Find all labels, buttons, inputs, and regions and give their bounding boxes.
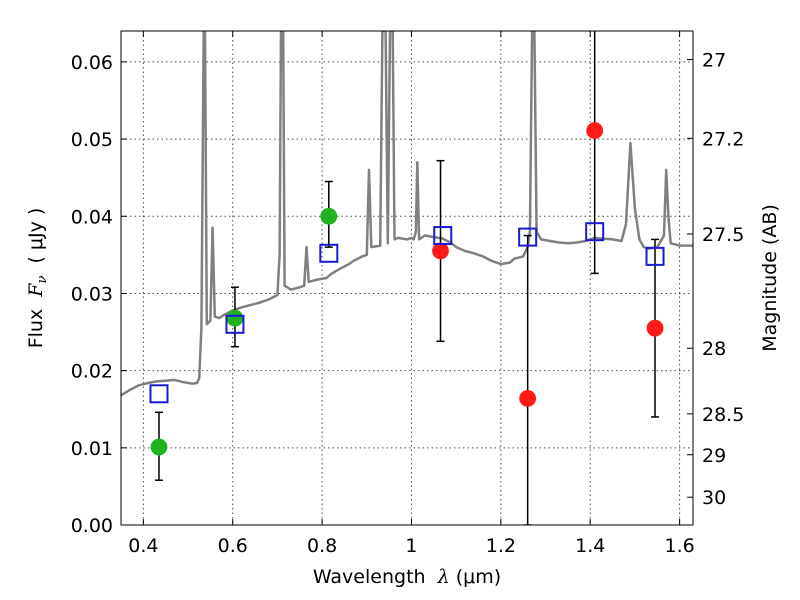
y-axis-title: Flux Fν ( μJy ) bbox=[25, 208, 50, 349]
spectrum-line bbox=[121, 31, 693, 397]
marginal-point bbox=[432, 242, 449, 260]
x-axis-title-suffix: (μm) bbox=[450, 566, 501, 588]
y-tick-label: 0.03 bbox=[71, 283, 113, 305]
detected-point bbox=[150, 438, 168, 456]
x-tick-label: 0.6 bbox=[218, 535, 248, 557]
x-tick-label: 1.6 bbox=[664, 535, 694, 557]
model-square bbox=[433, 226, 453, 246]
y-tick-label: 0.02 bbox=[71, 361, 113, 383]
y-axis: 0.00 0.01 0.02 0.03 0.04 0.05 0.06 bbox=[71, 52, 127, 537]
marginal-point bbox=[519, 390, 537, 407]
y-axis-title-suffix: ( μJy ) bbox=[25, 208, 47, 276]
spectrum-series bbox=[121, 31, 693, 397]
marginal-point bbox=[646, 319, 664, 337]
model-square bbox=[645, 246, 665, 266]
x-tick-label: 1.2 bbox=[486, 535, 516, 557]
y2-axis-title: Magnitude (AB) bbox=[759, 204, 781, 352]
y-tick-label: 0.06 bbox=[71, 52, 113, 74]
y2-tick-label: 29 bbox=[702, 445, 726, 467]
model-square bbox=[319, 243, 339, 263]
detected-point bbox=[320, 207, 338, 225]
y2-tick-label: 27.5 bbox=[702, 224, 744, 246]
y2-tick-label: 30 bbox=[702, 487, 726, 509]
x-axis-title-prefix: Wavelength bbox=[313, 566, 438, 588]
y2-axis: 27 27.2 27.5 28 28.5 29 30 bbox=[687, 50, 744, 509]
y-tick-label: 0.05 bbox=[71, 129, 113, 151]
model-square bbox=[585, 222, 605, 242]
y-tick-label: 0.01 bbox=[71, 438, 113, 460]
x-tick-label: 0.8 bbox=[307, 535, 337, 557]
plot-frame bbox=[120, 30, 694, 526]
model-square bbox=[518, 227, 538, 247]
errorbars bbox=[154, 31, 660, 525]
y2-tick-label: 27.2 bbox=[702, 128, 744, 150]
x-tick-label: 0.4 bbox=[128, 535, 158, 557]
y2-tick-label: 28.5 bbox=[702, 404, 744, 426]
model-square bbox=[225, 314, 245, 334]
x-axis-title: Wavelength λ (μm) bbox=[313, 566, 501, 588]
detected-point bbox=[226, 309, 244, 327]
model-square bbox=[149, 384, 169, 404]
y-tick-label: 0.04 bbox=[71, 206, 113, 228]
data-points bbox=[149, 122, 665, 456]
x-axis-title-symbol: λ bbox=[437, 566, 450, 588]
x-tick-label: 1 bbox=[405, 535, 417, 557]
x-tick-label: 1.4 bbox=[575, 535, 605, 557]
y2-tick-label: 28 bbox=[702, 338, 726, 360]
x-axis: 0.4 0.6 0.8 1 1.2 1.4 1.6 bbox=[128, 31, 695, 557]
y-axis-title-subscript: ν bbox=[35, 276, 50, 284]
y-axis-title-prefix: Flux bbox=[25, 297, 47, 349]
y-axis-title-symbol: F bbox=[25, 283, 47, 298]
marginal-point bbox=[586, 122, 604, 139]
y2-tick-label: 27 bbox=[702, 50, 726, 72]
y-tick-label: 0.00 bbox=[71, 515, 113, 537]
